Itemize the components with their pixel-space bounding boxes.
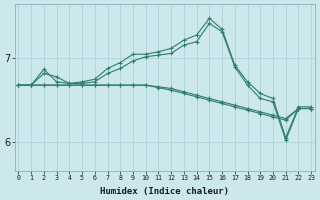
X-axis label: Humidex (Indice chaleur): Humidex (Indice chaleur) xyxy=(100,187,229,196)
